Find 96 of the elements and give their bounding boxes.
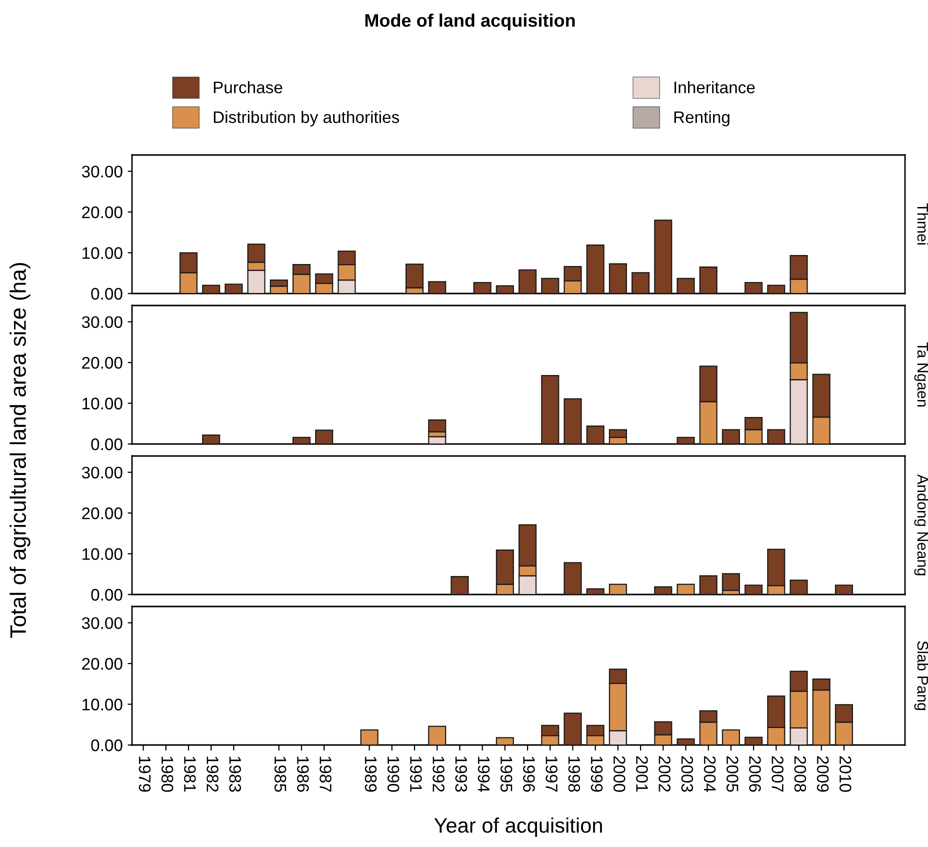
y-tick-label: 0.00 [91,739,122,752]
y-tick-label: 30.00 [82,166,122,178]
bar [654,586,672,594]
x-tick-label: 1993 [455,756,468,792]
bar [586,426,604,444]
y-tick-label: 10.00 [82,698,122,710]
bar [224,284,243,294]
x-tick-label: 1981 [184,756,196,792]
bar [360,729,378,745]
bar [699,575,718,594]
y-tick-label: 0.00 [91,288,122,300]
legend-label: Renting [674,110,730,126]
x-tick-label: 2006 [749,756,761,792]
x-tick-label: 1982 [206,756,218,792]
legend-label: Inheritance [674,81,755,94]
bar [632,272,650,294]
y-axis-title: Total of agricultural land area size (ha) [10,263,30,638]
y-tick-label: 10.00 [82,247,122,259]
x-tick-label: 1998 [568,756,580,792]
x-tick-label: 2001 [636,756,648,792]
bar [676,278,695,294]
x-tick-label: 1980 [161,756,174,792]
y-tick-label: 10.00 [82,398,122,410]
x-tick-label: 1992 [432,756,444,792]
x-tick-label: 2010 [840,756,852,792]
bar [722,729,740,745]
x-tick-label: 1979 [138,756,151,792]
y-tick-label: 0.00 [91,588,122,601]
x-tick-label: 1999 [590,756,603,792]
bar [744,736,763,745]
bar [676,436,695,444]
bar [744,282,763,294]
legend-label: Purchase [214,81,282,94]
bar [608,263,627,294]
bar [767,429,786,444]
x-tick-label: 1985 [274,756,286,792]
bar [202,434,220,444]
x-tick-label: 2008 [794,756,806,792]
bar [722,573,740,591]
bar [722,429,740,444]
x-tick-label: 1987 [320,756,332,792]
y-tick-label: 20.00 [82,658,122,670]
bar [608,584,627,594]
x-tick-label: 2007 [772,756,784,792]
bar [428,726,446,745]
y-tick-label: 30.00 [82,466,122,478]
bar [767,284,786,294]
x-tick-label: 1994 [478,756,490,792]
bar [564,712,582,745]
legend-label: Distribution by authorities [214,110,400,126]
x-tick-label: 2000 [613,756,626,792]
y-tick-label: 20.00 [82,507,122,520]
y-tick-label: 30.00 [82,617,122,629]
bar [564,398,582,444]
legend-title: Mode of land acquisition [365,14,575,30]
bar [202,284,220,294]
y-tick-label: 20.00 [82,206,122,218]
bar [473,282,492,294]
bar [676,738,695,745]
bar [744,584,763,594]
bar [790,580,808,594]
bar [654,220,672,294]
x-tick-label: 2004 [704,756,716,792]
text: Ta Ngaen [914,342,928,406]
y-tick-label: 20.00 [82,356,122,369]
x-tick-label: 1989 [364,756,377,792]
bar [586,244,604,294]
bar [315,430,334,444]
bar [586,588,604,594]
bar [496,285,514,294]
bar [699,266,718,294]
x-tick-label: 1997 [546,756,558,792]
bar [676,584,695,594]
x-tick-label: 2002 [658,756,670,792]
x-axis-title: Year of acquisition [434,817,602,837]
bar [518,269,537,294]
bar [450,576,469,594]
x-tick-label: 1995 [500,756,512,792]
x-tick-label: 2009 [816,756,829,792]
y-tick-label: 0.00 [91,438,122,450]
x-tick-label: 1986 [297,756,309,792]
y-tick-label: 30.00 [82,316,122,328]
bar [496,737,514,745]
bar [541,278,560,294]
y-tick-label: 10.00 [82,548,122,560]
bar [834,584,854,594]
bar [541,375,560,444]
x-tick-label: 1990 [387,756,400,792]
x-tick-label: 1996 [523,756,535,792]
x-tick-label: 2003 [681,756,694,792]
x-tick-label: 2005 [726,756,738,792]
x-tick-label: 1991 [410,756,422,792]
bar [564,562,582,594]
bar [292,436,311,444]
bar [428,281,446,294]
x-tick-label: 1983 [229,756,242,792]
